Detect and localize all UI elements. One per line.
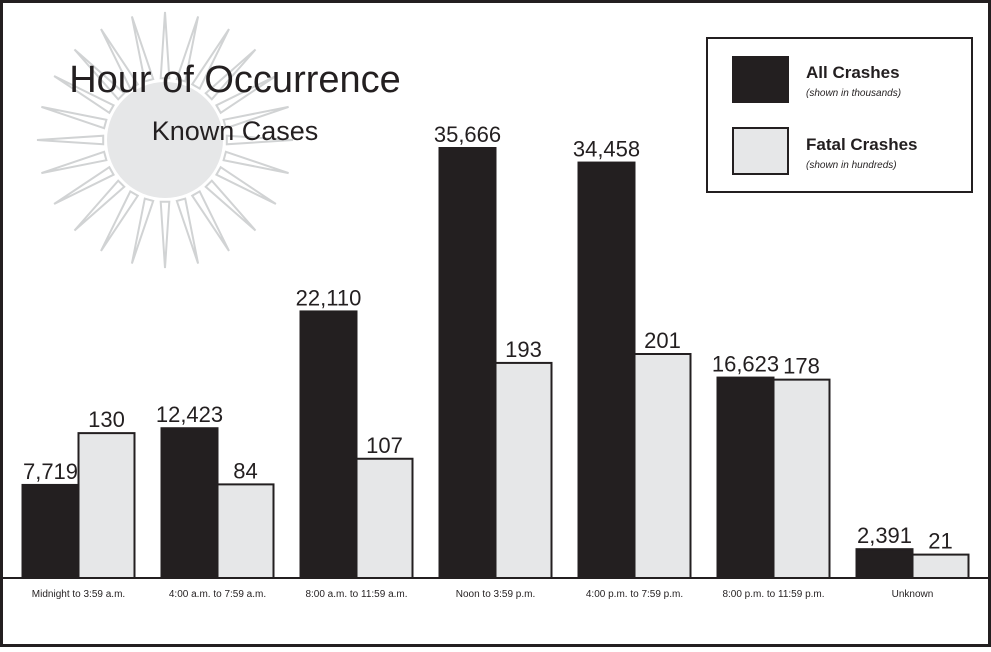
- legend-label: All Crashes: [806, 63, 900, 82]
- value-label: 22,110: [296, 285, 362, 310]
- bar: [913, 555, 969, 578]
- value-label: 16,623: [712, 352, 779, 377]
- x-tick-label: Unknown: [892, 589, 934, 600]
- bar: [218, 484, 274, 578]
- x-tick-label: 8:00 p.m. to 11:59 p.m.: [722, 589, 824, 600]
- legend-swatch: [733, 128, 788, 174]
- value-label: 84: [233, 458, 257, 483]
- value-label: 7,719: [23, 459, 78, 484]
- value-label: 193: [505, 337, 542, 362]
- x-tick-label: Midnight to 3:59 a.m.: [32, 589, 125, 600]
- bar: [301, 311, 357, 578]
- bar: [79, 433, 135, 578]
- bar: [635, 354, 691, 578]
- legend-note: (shown in hundreds): [806, 160, 897, 171]
- bar: [162, 428, 218, 578]
- value-label: 201: [644, 328, 681, 353]
- bar: [579, 163, 635, 578]
- legend-note: (shown in thousands): [806, 88, 901, 99]
- bar: [774, 380, 830, 578]
- legend-label: Fatal Crashes: [806, 135, 918, 154]
- value-label: 35,666: [434, 122, 501, 147]
- chart-title: Hour of Occurrence: [69, 59, 401, 101]
- bar: [496, 363, 552, 578]
- legend: All Crashes (shown in thousands) Fatal C…: [707, 38, 972, 192]
- x-tick-label: Noon to 3:59 p.m.: [456, 589, 536, 600]
- bar: [23, 485, 79, 578]
- value-label: 107: [366, 433, 403, 458]
- chart: Hour of Occurrence Known Cases All Crash…: [0, 0, 991, 647]
- bar: [440, 148, 496, 578]
- value-label: 178: [783, 354, 820, 379]
- bar: [857, 549, 913, 578]
- x-tick-label: 8:00 a.m. to 11:59 a.m.: [305, 589, 407, 600]
- x-tick-label: 4:00 a.m. to 7:59 a.m.: [169, 589, 266, 600]
- x-tick-label: 4:00 p.m. to 7:59 p.m.: [586, 589, 683, 600]
- value-label: 2,391: [857, 523, 912, 548]
- legend-swatch: [733, 57, 788, 102]
- value-label: 12,423: [156, 402, 223, 427]
- bar: [718, 378, 774, 578]
- value-label: 34,458: [573, 137, 640, 162]
- value-label: 130: [88, 407, 125, 432]
- value-label: 21: [928, 529, 952, 554]
- bar: [357, 459, 413, 578]
- chart-subtitle: Known Cases: [152, 116, 319, 146]
